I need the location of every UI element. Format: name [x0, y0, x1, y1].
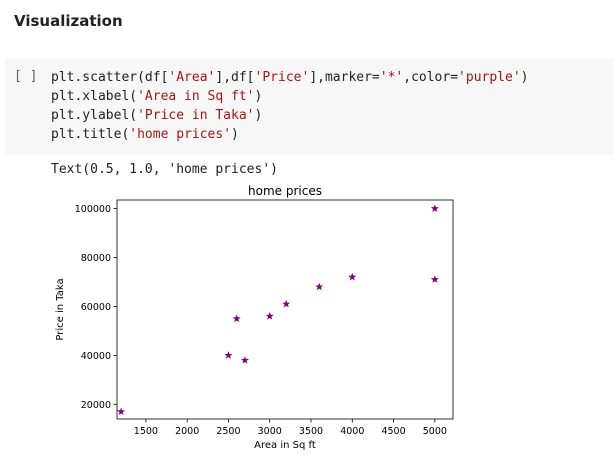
scatter-point	[265, 312, 274, 320]
code-string-token: 'Area'	[168, 70, 216, 85]
code-token: plt.ylabel(	[51, 108, 138, 123]
cell-output-text: Text(0.5, 1.0, 'home prices')	[51, 162, 278, 177]
chart-title: home prices	[248, 184, 322, 198]
x-tick-label: 2000	[175, 426, 199, 437]
code-string-token: 'home prices'	[129, 127, 232, 142]
code-string-token: 'Area in Sq ft'	[137, 89, 255, 104]
x-tick-label: 4000	[340, 426, 364, 437]
y-tick-label: 40000	[81, 351, 111, 362]
code-editor[interactable]: plt.scatter(df['Area'],df['Price'],marke…	[51, 68, 529, 144]
y-tick-label: 100000	[75, 204, 111, 215]
scatter-point	[240, 356, 249, 364]
x-tick-label: 5000	[423, 426, 447, 437]
x-tick-label: 2500	[216, 426, 240, 437]
code-token: ],marker=	[309, 70, 380, 85]
code-token: )	[254, 108, 263, 123]
y-tick-label: 60000	[81, 302, 111, 313]
scatter-point	[348, 272, 357, 281]
code-token: ,color=	[403, 70, 459, 85]
code-token: plt.scatter(df[	[51, 70, 169, 85]
y-tick-label: 80000	[81, 253, 111, 264]
x-tick-label: 4500	[381, 426, 405, 437]
code-string-token: 'Price'	[254, 70, 310, 85]
code-string-token: 'Price in Taka'	[137, 108, 255, 123]
scatter-point	[430, 275, 439, 283]
x-tick-label: 1500	[134, 426, 158, 437]
code-line: plt.scatter(df['Area'],df['Price'],marke…	[51, 70, 529, 85]
code-line: plt.xlabel('Area in Sq ft')	[51, 89, 262, 104]
scatter-point	[232, 314, 241, 323]
x-tick-label: 3500	[299, 426, 323, 437]
code-string-token: '*'	[379, 70, 404, 85]
y-tick-label: 20000	[81, 400, 111, 411]
code-line: plt.ylabel('Price in Taka')	[51, 108, 262, 123]
run-cell-button[interactable]: [ ]	[14, 69, 38, 84]
code-token: )	[231, 127, 239, 142]
scatter-point	[117, 407, 126, 416]
scatter-point	[224, 351, 233, 359]
scatter-point	[315, 282, 324, 291]
code-cell[interactable]	[5, 59, 614, 154]
plot-frame	[116, 199, 454, 420]
scatter-chart: 1500 2000 2500 3000 3500 4000 4500 5000 20000 400…	[55, 184, 454, 451]
code-line: plt.title('home prices')	[51, 127, 239, 142]
code-token: )	[254, 89, 263, 104]
code-token: )	[520, 70, 529, 85]
code-token: plt.title(	[51, 127, 130, 142]
scatter-point	[282, 299, 291, 308]
code-token: ],df[	[215, 70, 255, 85]
scatter-point	[430, 204, 439, 212]
code-token: plt.xlabel(	[51, 89, 138, 104]
section-heading: Visualization	[14, 12, 123, 30]
code-string-token: 'purple'	[458, 70, 521, 85]
y-axis-label: Price in Taka	[55, 278, 66, 340]
x-tick-label: 3000	[258, 426, 282, 437]
x-axis-label: Area in Sq ft	[254, 440, 316, 451]
